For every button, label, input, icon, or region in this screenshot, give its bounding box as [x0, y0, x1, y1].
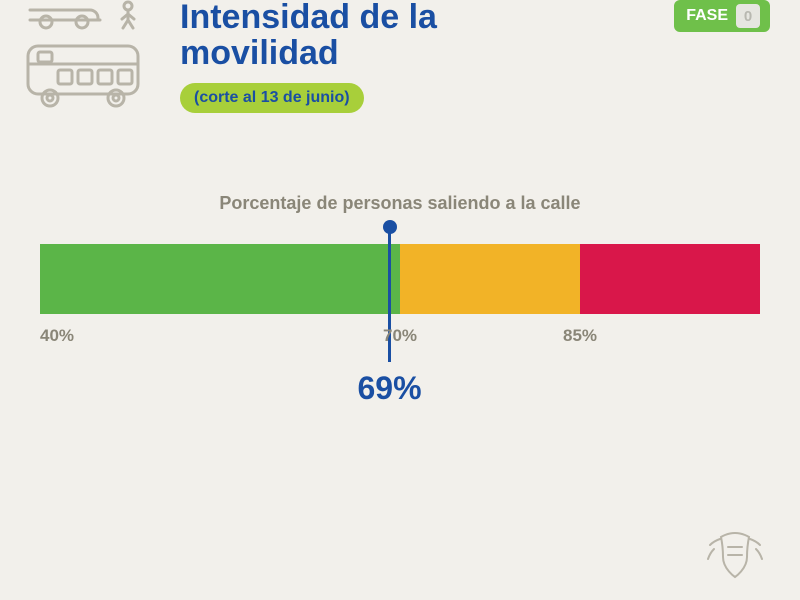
current-value-label: 69% [357, 370, 421, 407]
transport-icons [20, 0, 160, 125]
bar-segment [580, 244, 760, 314]
page-title: Intensidad de la movilidad [180, 0, 760, 71]
crest-icon [700, 525, 770, 590]
header: Intensidad de la movilidad (corte al 13 … [0, 0, 800, 113]
axis-tick-label: 70% [383, 326, 417, 346]
axis-tick-label: 85% [563, 326, 597, 346]
subtitle-pill: (corte al 13 de junio) [180, 83, 364, 113]
van-pedestrian-bus-icon [20, 0, 160, 120]
bar-segment [400, 244, 580, 314]
phase-value: 0 [736, 4, 760, 28]
phase-badge: FASE 0 [674, 0, 770, 32]
axis-tick-label: 40% [40, 326, 74, 346]
mobility-chart: Porcentaje de personas saliendo a la cal… [40, 193, 760, 350]
axis-labels: 40% 70% 85% [40, 326, 760, 350]
chart-title: Porcentaje de personas saliendo a la cal… [40, 193, 760, 214]
title-line-2: movilidad [180, 34, 339, 72]
bar-segment [40, 244, 400, 314]
phase-label: FASE [686, 7, 728, 25]
segmented-bar: 69% [40, 244, 760, 314]
title-line-1: Intensidad de la [180, 0, 437, 36]
